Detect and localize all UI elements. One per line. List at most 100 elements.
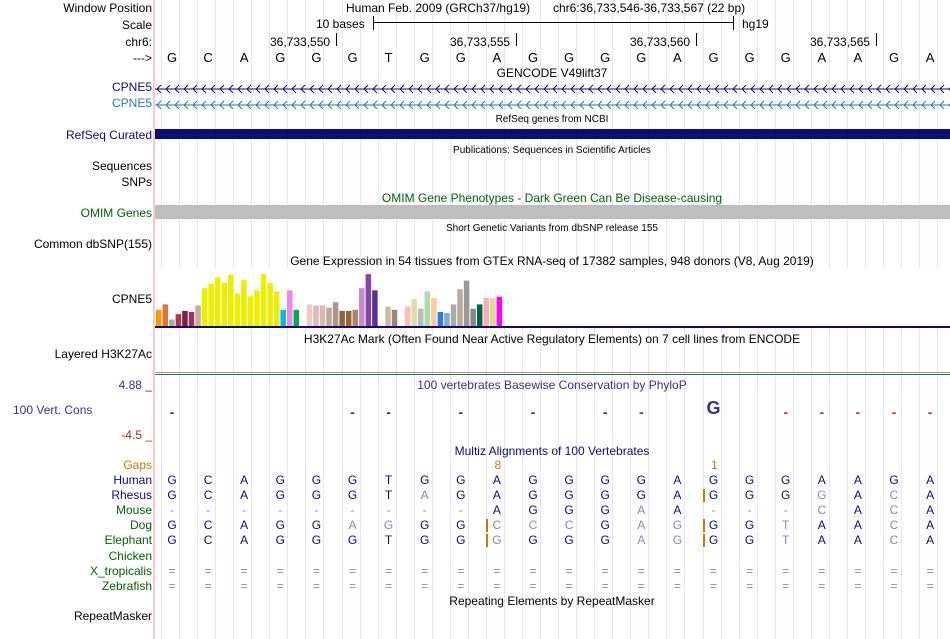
phylop-glyph: -: [350, 404, 355, 420]
species-label[interactable]: Zebrafish: [101, 578, 152, 593]
gtex-tissue-bar[interactable]: [287, 290, 293, 326]
alignment-base: =: [348, 563, 356, 578]
refseq-label[interactable]: RefSeq Curated: [65, 128, 152, 142]
gtex-tissue-bar[interactable]: [162, 304, 169, 326]
gtex-tissue-bar[interactable]: [293, 309, 300, 326]
phylop-logo-track[interactable]: -------G-----: [155, 396, 950, 430]
gtex-chart[interactable]: [155, 268, 950, 328]
insertion-marker: [702, 534, 705, 548]
gtex-tissue-bar[interactable]: [201, 288, 208, 326]
gtex-tissue-bar[interactable]: [365, 274, 372, 326]
gtex-tissue-bar[interactable]: [463, 280, 470, 326]
alignment-base: G: [528, 503, 538, 518]
gtex-tissue-bar[interactable]: [247, 296, 254, 326]
gtex-tissue-bar[interactable]: [496, 296, 503, 326]
species-label[interactable]: Dog: [129, 518, 152, 533]
gtex-tissue-bar[interactable]: [175, 314, 182, 326]
alignment-base: =: [457, 578, 465, 593]
gtex-tissue-bar[interactable]: [404, 306, 411, 326]
gtex-tissue-bar[interactable]: [188, 311, 195, 326]
gtex-tissue-bar[interactable]: [385, 306, 391, 326]
gtex-tissue-bar[interactable]: [483, 297, 490, 326]
gtex-tissue-bar[interactable]: [208, 283, 214, 326]
gtex-tissue-bar[interactable]: [457, 289, 463, 326]
gtex-tissue-bar[interactable]: [476, 304, 483, 326]
gtex-tissue-bar[interactable]: [214, 277, 221, 326]
gtex-tissue-bar[interactable]: [273, 291, 280, 326]
species-label[interactable]: Elephant: [104, 533, 152, 548]
phylop-label[interactable]: 100 Vert. Cons: [13, 403, 93, 417]
gtex-tissue-bar[interactable]: [418, 308, 424, 326]
gtex-tissue-bar[interactable]: [326, 307, 332, 326]
gtex-tissue-bar[interactable]: [431, 297, 437, 326]
gtex-tissue-bar[interactable]: [156, 309, 162, 326]
gtex-tissue-bar[interactable]: [182, 310, 188, 326]
gtex-tissue-bar[interactable]: [490, 297, 496, 326]
gtex-tissue-bar[interactable]: [221, 282, 228, 326]
gtex-tissue-bar[interactable]: [339, 310, 345, 326]
publications-label[interactable]: Sequences: [91, 159, 152, 173]
species-label[interactable]: Human: [113, 473, 152, 487]
species-label[interactable]: X_tropicalis: [89, 563, 152, 578]
alignment-base: G: [708, 533, 719, 548]
gtex-tissue-bar[interactable]: [306, 304, 313, 326]
snps-label[interactable]: SNPs: [121, 175, 152, 189]
alignment-base: =: [673, 563, 681, 578]
alignment-base: A: [853, 473, 862, 487]
gencode-gene-2-label[interactable]: CPNE5: [111, 96, 152, 110]
species-label[interactable]: Mouse: [115, 503, 152, 518]
gtex-tissue-bar[interactable]: [359, 288, 365, 326]
repeatmasker-label[interactable]: RepeatMasker: [73, 609, 152, 623]
alignment-base: =: [746, 563, 754, 578]
gtex-tissue-bar[interactable]: [372, 290, 378, 326]
alignment-base: C: [889, 533, 899, 548]
gtex-tissue-bar[interactable]: [254, 290, 260, 326]
gtex-tissue-bar[interactable]: [444, 313, 450, 326]
gencode-gene-1-label[interactable]: CPNE5: [111, 80, 152, 94]
omim-bar[interactable]: [155, 205, 950, 219]
gtex-tissue-bar[interactable]: [352, 309, 359, 326]
phylop-max: 4.88 _: [118, 378, 152, 392]
gtex-tissue-bar[interactable]: [470, 308, 476, 326]
gtex-tissue-bar[interactable]: [195, 305, 201, 326]
gtex-tissue-bar[interactable]: [260, 274, 267, 326]
alignment-base: C: [203, 533, 213, 548]
species-label[interactable]: Chicken: [108, 548, 152, 563]
gtex-tissue-bar[interactable]: [319, 305, 326, 326]
gtex-tissue-bar[interactable]: [313, 305, 319, 326]
gtex-tissue-bar[interactable]: [241, 280, 247, 326]
omim-label[interactable]: OMIM Genes: [80, 206, 152, 220]
alignment-base: G: [347, 473, 358, 487]
gtex-tissue-bar[interactable]: [332, 302, 339, 326]
h3k27ac-label[interactable]: Layered H3K27Ac: [54, 347, 152, 361]
gtex-tissue-bar[interactable]: [450, 304, 457, 326]
gtex-tissue-bar[interactable]: [424, 291, 431, 326]
dbsnp-label[interactable]: Common dbSNP(155): [33, 237, 152, 251]
gencode-transcript-1[interactable]: [155, 83, 950, 93]
base-letter: G: [744, 50, 755, 65]
gtex-tissue-bar[interactable]: [411, 299, 417, 326]
gtex-tissue-bar[interactable]: [228, 274, 234, 326]
tick-mark: [336, 33, 337, 46]
gencode-transcript-2[interactable]: [155, 99, 950, 109]
alignment-base: G: [420, 518, 430, 533]
gtex-tissue-bar[interactable]: [267, 282, 273, 326]
refseq-gene-bar[interactable]: [155, 129, 950, 139]
gtex-tissue-bar[interactable]: [234, 293, 241, 326]
scale-db: hg19: [742, 17, 769, 31]
gtex-tissue-bar[interactable]: [391, 309, 398, 326]
alignment-base: A: [853, 518, 862, 533]
alignment-base: G: [781, 488, 791, 503]
gtex-tissue-bar[interactable]: [280, 309, 286, 326]
alignment-base: G: [347, 533, 358, 548]
gtex-tissue-bar[interactable]: [345, 310, 352, 326]
alignment-base: G: [383, 518, 394, 533]
alignment-base: C: [203, 473, 213, 487]
repeatmasker-title: Repeating Elements by RepeatMasker: [449, 594, 655, 608]
dbsnp-title: Short Genetic Variants from dbSNP releas…: [446, 223, 658, 234]
species-label[interactable]: Rhesus: [111, 488, 152, 503]
gap-count: 1: [711, 458, 718, 472]
gtex-gene-label[interactable]: CPNE5: [111, 292, 152, 306]
gtex-tissue-bar[interactable]: [437, 311, 444, 326]
gtex-tissue-bar[interactable]: [169, 319, 175, 326]
